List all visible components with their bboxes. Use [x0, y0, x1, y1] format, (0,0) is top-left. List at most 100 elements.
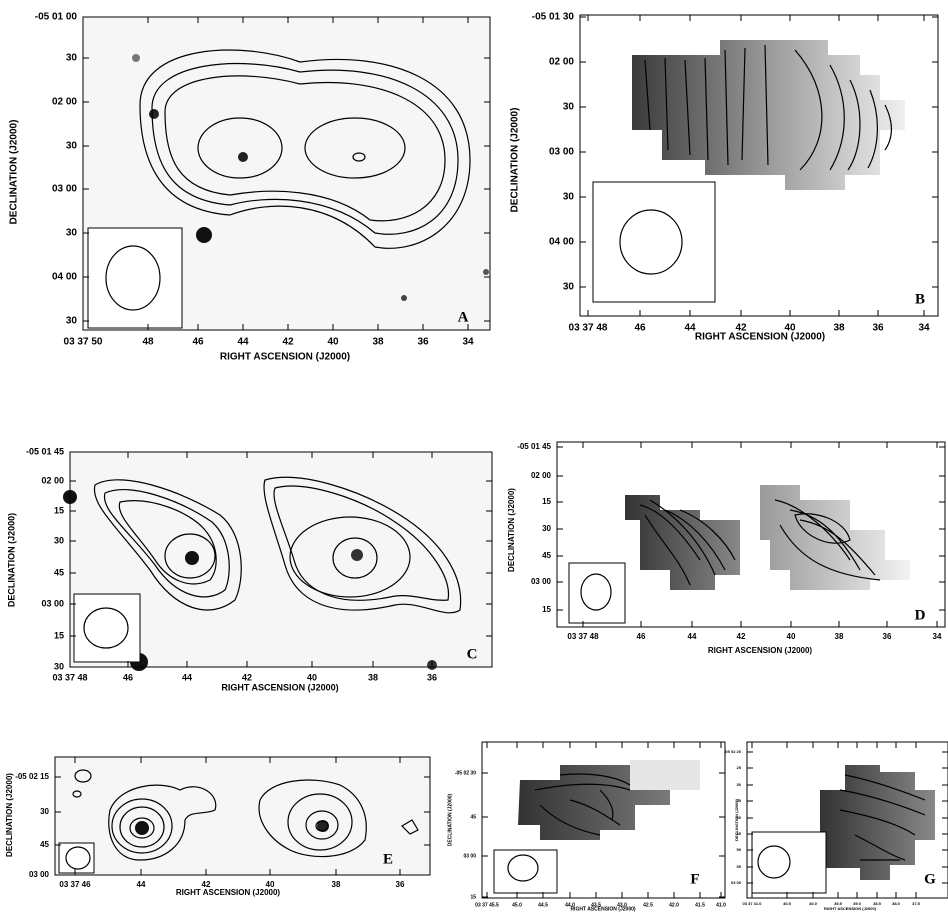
panel-d-image: [568, 485, 910, 624]
y-tick-label: 03 00: [41, 598, 64, 608]
y-tick-label: 40: [737, 815, 742, 820]
y-axis-label: DECLINATION (J2000): [5, 773, 14, 857]
x-tick-label: 39.5: [834, 901, 843, 906]
x-tick-label: 44: [688, 632, 697, 641]
x-tick-label: 46: [192, 337, 204, 348]
y-tick-label: 45: [470, 814, 476, 820]
panel-letter: F: [690, 871, 699, 887]
x-tick-label: 40: [327, 337, 339, 348]
y-tick-label: -05 02 20: [724, 749, 742, 754]
plot-frame: [82, 16, 491, 331]
x-tick-label: 40.5: [783, 901, 792, 906]
y-tick-label: 30: [54, 535, 64, 545]
y-tick-label: 30: [737, 782, 742, 787]
y-tick-label: 35: [737, 798, 742, 803]
x-tick-label: 44: [237, 337, 249, 348]
x-tick-label: 42.0: [669, 902, 679, 908]
panel-f-image: [493, 760, 700, 894]
x-axis-label: RIGHT ASCENSION (J2000): [570, 906, 635, 912]
x-tick-label: 03 37 48: [567, 632, 599, 641]
x-tick-label: 03 37 50: [64, 337, 103, 348]
panel-e-image: [55, 757, 430, 875]
x-tick-label: 40: [784, 323, 796, 334]
y-tick-label: 15: [470, 894, 476, 900]
panel-a-image: [83, 17, 490, 330]
panel-letter: G: [924, 871, 936, 887]
y-tick-label: 30: [542, 524, 551, 533]
plot-frame: [746, 741, 948, 899]
x-tick-label: 36: [396, 880, 405, 889]
y-tick-label: 25: [737, 765, 742, 770]
y-tick-label: 30: [563, 282, 575, 293]
x-tick-label: 40: [266, 880, 275, 889]
y-tick-label: 03 00: [29, 870, 50, 879]
y-axis-label: DECLINATION (J2000): [734, 798, 739, 841]
x-tick-label: 34: [462, 337, 474, 348]
x-tick-label: 38.0: [892, 901, 901, 906]
panel-letter: D: [915, 607, 926, 623]
x-tick-label: 38: [835, 632, 844, 641]
y-tick-label: -05 01 00: [35, 12, 78, 23]
x-tick-label: 42: [202, 880, 211, 889]
y-axis-label: DECLINATION (J2000): [9, 120, 20, 225]
x-tick-label: 38: [368, 672, 378, 682]
x-tick-label: 40: [787, 632, 796, 641]
panel-letter: C: [467, 646, 478, 662]
y-tick-label: -05 02 15: [15, 772, 49, 781]
x-tick-label: 40: [307, 672, 317, 682]
y-tick-label: 45: [737, 831, 742, 836]
x-tick-label: 42: [735, 323, 747, 334]
y-tick-label: 15: [542, 605, 551, 614]
y-axis-label: DECLINATION (J2000): [510, 108, 521, 213]
y-tick-label: 04 00: [52, 272, 77, 283]
y-tick-label: 30: [54, 661, 64, 671]
y-tick-label: 03 00: [549, 147, 574, 158]
plot-frame: [481, 741, 726, 899]
y-tick-label: 02 00: [41, 475, 64, 485]
y-axis-label: DECLINATION (J2000): [447, 793, 453, 846]
x-tick-label: 36: [427, 672, 437, 682]
y-tick-label: 45: [542, 551, 551, 560]
y-tick-label: 03 00: [531, 577, 552, 586]
x-tick-label: 03 37 48: [52, 672, 87, 682]
y-tick-label: -05 01 45: [26, 446, 64, 456]
x-tick-label: 34: [918, 323, 930, 334]
y-tick-label: 30: [66, 53, 78, 64]
x-tick-label: 41.0: [716, 902, 726, 908]
panel-b-image: [592, 40, 905, 303]
x-tick-label: 42: [737, 632, 746, 641]
x-tick-label: 44: [182, 672, 192, 682]
y-tick-label: 30: [66, 228, 78, 239]
x-tick-label: 46: [123, 672, 133, 682]
x-tick-label: 43.0: [617, 902, 627, 908]
y-tick-label: 45: [54, 567, 64, 577]
x-tick-label: 36: [872, 323, 884, 334]
x-tick-label: 03 37 41.0: [743, 901, 763, 906]
y-tick-label: 03 00: [731, 880, 742, 885]
x-tick-label: 44.0: [565, 902, 575, 908]
x-axis-label: RIGHT ASCENSION (J2000): [824, 906, 877, 911]
y-axis-label: DECLINATION (J2000): [6, 513, 16, 607]
plot-frame: [579, 14, 939, 317]
x-tick-label: 38: [372, 337, 384, 348]
x-tick-label: 41.5: [695, 902, 705, 908]
y-tick-label: -05 02 30: [455, 770, 476, 776]
y-tick-label: 30: [66, 141, 78, 152]
x-tick-label: 38: [833, 323, 845, 334]
x-tick-label: 43.5: [591, 902, 601, 908]
x-tick-label: 42: [282, 337, 294, 348]
x-tick-label: 44: [684, 323, 696, 334]
x-axis-label: RIGHT ASCENSION (J2000): [221, 682, 338, 692]
y-tick-label: 15: [54, 630, 64, 640]
plot-frame: [69, 451, 493, 668]
y-tick-label: 30: [563, 102, 575, 113]
x-axis-label: RIGHT ASCENSION (J2000): [708, 646, 813, 655]
x-tick-label: 03 37 48: [569, 323, 608, 334]
x-tick-label: 42.5: [643, 902, 653, 908]
panel-c-image: [63, 452, 492, 671]
plot-frame: [556, 441, 946, 628]
x-tick-label: 37.5: [912, 901, 921, 906]
x-tick-label: 03 37 46: [59, 880, 91, 889]
x-tick-label: 46: [634, 323, 646, 334]
